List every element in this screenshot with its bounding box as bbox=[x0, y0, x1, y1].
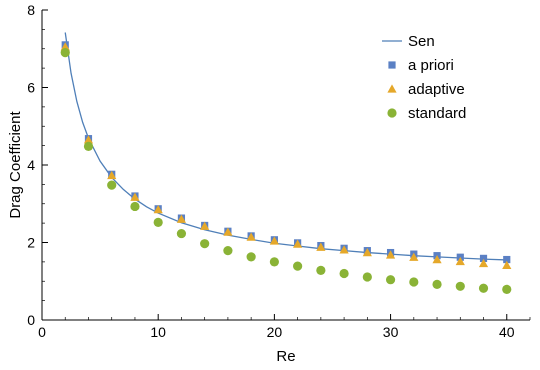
y-axis-title: Drag Coefficient bbox=[7, 111, 24, 219]
standard-point bbox=[432, 279, 442, 289]
legend-item: a priori bbox=[388, 57, 454, 74]
standard-point bbox=[385, 275, 396, 285]
standard-point bbox=[153, 217, 163, 227]
standard-point bbox=[293, 261, 303, 271]
standard-point bbox=[269, 257, 279, 267]
standard-point bbox=[200, 239, 210, 249]
legend-item: standard bbox=[387, 105, 466, 122]
adaptive-point bbox=[130, 192, 140, 201]
standard-point bbox=[246, 252, 256, 262]
legend-label: Sen bbox=[408, 33, 435, 50]
adaptive-point bbox=[176, 214, 187, 223]
x-tick-label: 10 bbox=[150, 324, 166, 340]
adaptive-point bbox=[293, 239, 303, 248]
adaptive-point bbox=[409, 252, 419, 261]
legend-swatch bbox=[387, 84, 397, 93]
standard-point bbox=[176, 228, 187, 239]
x-axis-title: Re bbox=[276, 348, 295, 365]
standard-point bbox=[362, 272, 372, 282]
legend-item: adaptive bbox=[387, 81, 465, 98]
standard-point bbox=[83, 141, 94, 151]
standard-point bbox=[60, 48, 70, 58]
legend-label: standard bbox=[408, 105, 466, 122]
x-tick-label: 20 bbox=[267, 324, 283, 340]
adaptive-point bbox=[455, 256, 465, 266]
x-tick-label: 30 bbox=[383, 324, 399, 340]
a-priori-point bbox=[503, 255, 511, 264]
legend-label: a priori bbox=[408, 57, 454, 74]
adaptive-point bbox=[153, 204, 163, 214]
standard-point bbox=[223, 246, 233, 256]
y-tick-label: 8 bbox=[27, 2, 35, 18]
x-tick-label: 0 bbox=[38, 324, 46, 340]
standard-point bbox=[478, 283, 489, 293]
standard-point bbox=[455, 281, 465, 291]
adaptive-point bbox=[385, 250, 396, 259]
standard-point bbox=[107, 180, 117, 190]
legend-swatch bbox=[388, 61, 396, 69]
series-standard bbox=[60, 48, 512, 294]
series-layer bbox=[60, 32, 512, 294]
standard-point bbox=[130, 201, 140, 212]
legend-item: Sen bbox=[382, 33, 435, 50]
x-tick-label: 40 bbox=[499, 324, 515, 340]
standard-point bbox=[409, 277, 419, 287]
adaptive-point bbox=[269, 236, 279, 245]
a-priori-point bbox=[479, 254, 488, 262]
adaptive-point bbox=[432, 254, 442, 264]
legend-swatch bbox=[387, 108, 397, 118]
adaptive-point bbox=[316, 242, 326, 251]
standard-point bbox=[502, 284, 512, 294]
y-tick-label: 2 bbox=[27, 235, 35, 251]
adaptive-point bbox=[107, 170, 117, 180]
adaptive-point bbox=[502, 260, 512, 270]
adaptive-point bbox=[246, 232, 256, 241]
adaptive-point bbox=[339, 245, 349, 254]
standard-point bbox=[339, 268, 349, 279]
adaptive-point bbox=[83, 135, 94, 144]
standard-point bbox=[316, 265, 326, 275]
series-a-priori bbox=[61, 41, 511, 264]
legend: Sen a priori adaptive standard bbox=[382, 33, 466, 122]
axes: 0 10 20 30 40 0 2 4 6 8 bbox=[27, 2, 531, 340]
legend-label: adaptive bbox=[408, 81, 465, 98]
y-tick-label: 6 bbox=[27, 80, 35, 96]
y-tick-label: 4 bbox=[27, 157, 35, 173]
adaptive-point bbox=[223, 227, 233, 236]
series-adaptive bbox=[60, 42, 512, 270]
adaptive-point bbox=[60, 42, 70, 51]
adaptive-point bbox=[362, 247, 372, 257]
adaptive-point bbox=[200, 221, 210, 230]
y-tick-label: 0 bbox=[27, 312, 35, 328]
adaptive-point bbox=[478, 258, 489, 268]
